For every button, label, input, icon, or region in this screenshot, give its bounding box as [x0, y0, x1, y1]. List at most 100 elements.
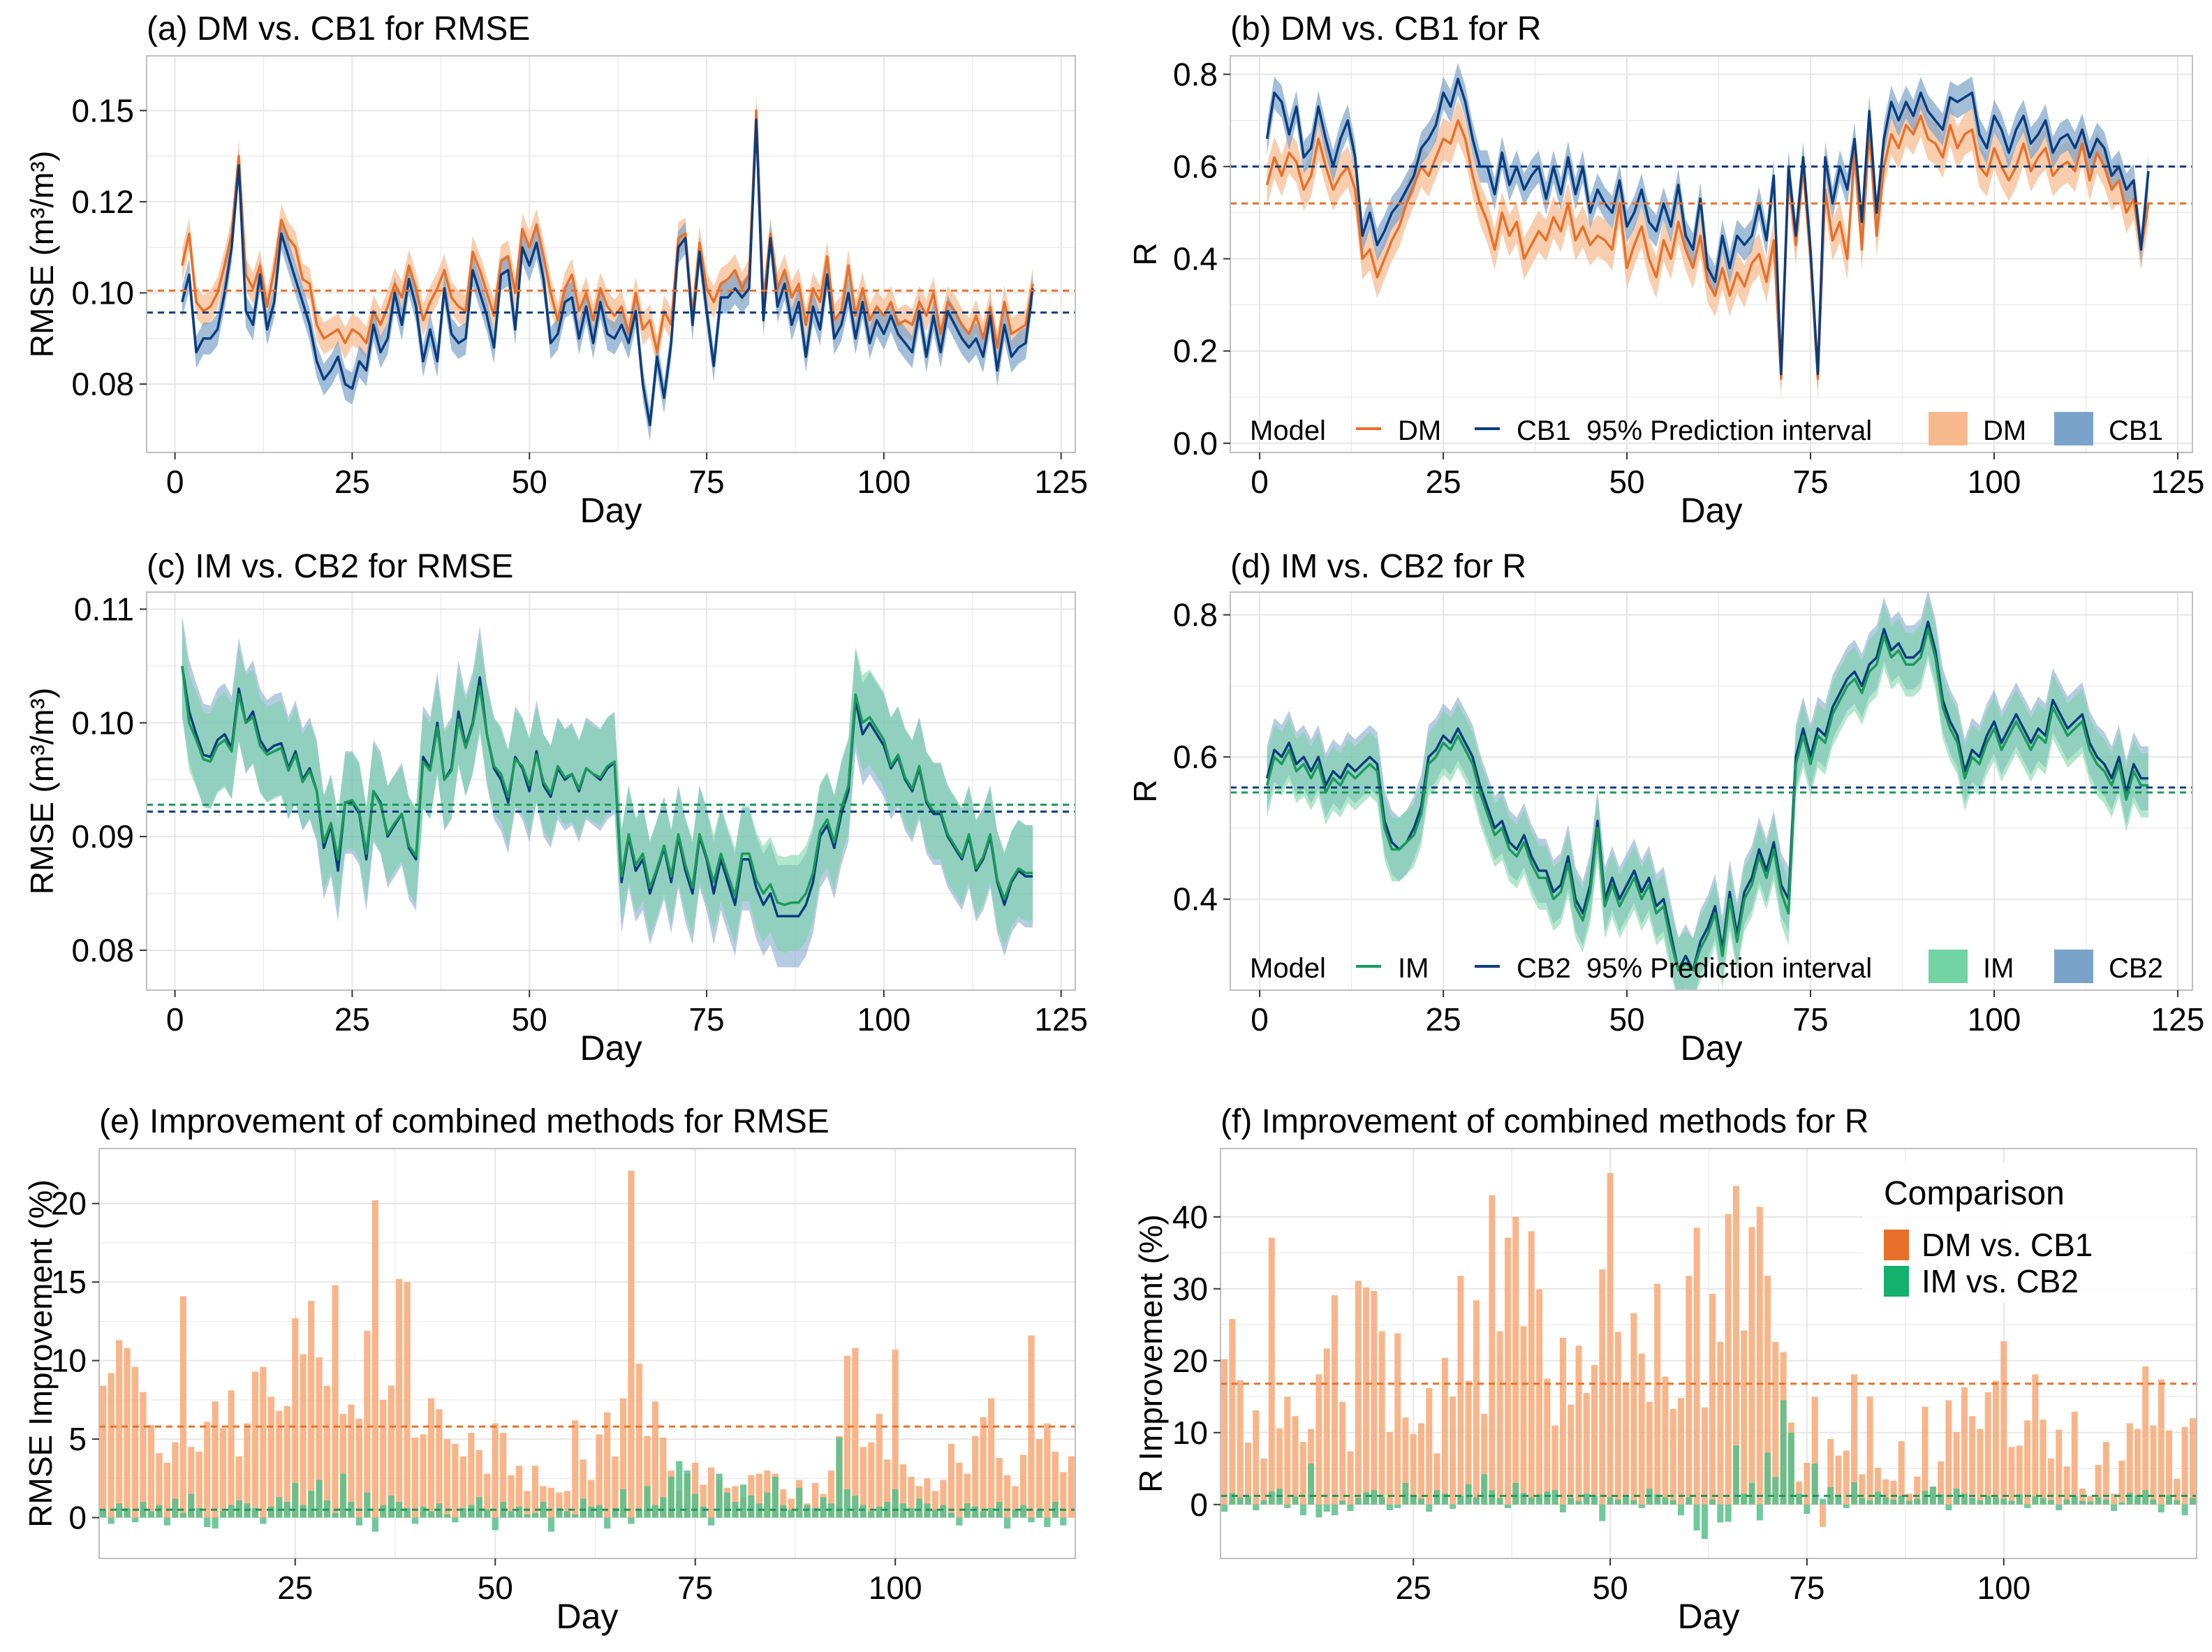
bar-im-vs-cb2	[2032, 1496, 2039, 1505]
bar-im-vs-cb2	[1450, 1504, 1457, 1509]
bar-dm-vs-cb1	[1796, 1481, 1803, 1505]
bar-im-vs-cb2	[1536, 1494, 1543, 1505]
y-tick-label: 0.15	[71, 92, 134, 128]
bar-dm-vs-cb1	[1551, 1425, 1558, 1505]
bar-dm-vs-cb1	[1938, 1461, 1945, 1505]
bar-dm-vs-cb1	[1418, 1423, 1424, 1505]
bar-dm-vs-cb1	[924, 1478, 931, 1518]
bar-dm-vs-cb1	[196, 1452, 202, 1518]
y-tick-label: 0.09	[71, 818, 134, 855]
series-line-cb2	[1265, 620, 2148, 972]
y-tick-label: 0.11	[74, 591, 134, 627]
y-axis-label: RMSE Improvement (%)	[22, 1179, 59, 1527]
bar-im-vs-cb2	[1332, 1504, 1338, 1516]
bar-dm-vs-cb1	[1457, 1276, 1464, 1505]
bar-dm-vs-cb1	[2102, 1442, 2109, 1505]
x-tick-label: 75	[688, 1001, 724, 1038]
bar-dm-vs-cb1	[1323, 1348, 1330, 1505]
bar-im-vs-cb2	[1410, 1496, 1417, 1505]
bar-im-vs-cb2	[1701, 1504, 1708, 1540]
bar-im-vs-cb2	[404, 1508, 411, 1518]
bar-im-vs-cb2	[1938, 1494, 1945, 1505]
bar-dm-vs-cb1	[108, 1373, 115, 1518]
bar-dm-vs-cb1	[931, 1491, 939, 1518]
bar-im-vs-cb2	[1623, 1495, 1630, 1505]
legend-band-label-cb2: CB2	[2109, 953, 2163, 984]
bar-im-vs-cb2	[1284, 1504, 1291, 1508]
bar-dm-vs-cb1	[1820, 1504, 1826, 1527]
bar-dm-vs-cb1	[612, 1456, 619, 1518]
bar-dm-vs-cb1	[1607, 1173, 1614, 1505]
bar-dm-vs-cb1	[1599, 1269, 1606, 1505]
bar-im-vs-cb2	[1260, 1500, 1267, 1505]
bar-dm-vs-cb1	[876, 1414, 883, 1518]
bar-im-vs-cb2	[2174, 1500, 2181, 1505]
bar-dm-vs-cb1	[308, 1301, 315, 1518]
bar-im-vs-cb2	[1780, 1400, 1787, 1505]
bar-dm-vs-cb1	[2126, 1423, 2133, 1505]
x-tick-label: 125	[2151, 464, 2205, 500]
bar-im-vs-cb2	[1441, 1494, 1448, 1505]
bar-im-vs-cb2	[428, 1511, 435, 1518]
bar-im-vs-cb2	[852, 1496, 859, 1518]
bar-dm-vs-cb1	[1984, 1392, 1991, 1505]
bar-dm-vs-cb1	[147, 1424, 155, 1518]
bar-im-vs-cb2	[588, 1506, 595, 1518]
bar-dm-vs-cb1	[1961, 1387, 1968, 1505]
bar-im-vs-cb2	[563, 1511, 570, 1518]
bar-im-vs-cb2	[1993, 1497, 1999, 1505]
bar-im-vs-cb2	[1669, 1500, 1676, 1505]
bar-im-vs-cb2	[484, 1510, 491, 1518]
bar-dm-vs-cb1	[1371, 1290, 1378, 1505]
bar-dm-vs-cb1	[635, 1364, 643, 1518]
bar-dm-vs-cb1	[1481, 1414, 1488, 1505]
bar-im-vs-cb2	[1922, 1491, 1929, 1505]
bar-dm-vs-cb1	[1035, 1439, 1043, 1518]
bar-im-vs-cb2	[1004, 1517, 1011, 1529]
bar-dm-vs-cb1	[1237, 1380, 1244, 1505]
chart-title: (c) IM vs. CB2 for RMSE	[147, 548, 513, 585]
bar-im-vs-cb2	[1717, 1504, 1724, 1523]
bar-dm-vs-cb1	[1544, 1378, 1551, 1505]
bar-dm-vs-cb1	[1568, 1404, 1575, 1505]
bar-im-vs-cb2	[1229, 1493, 1236, 1505]
bar-dm-vs-cb1	[588, 1480, 595, 1518]
bar-dm-vs-cb1	[459, 1456, 466, 1518]
bar-dm-vs-cb1	[2024, 1420, 2031, 1505]
bar-im-vs-cb2	[283, 1502, 290, 1518]
bar-dm-vs-cb1	[2047, 1458, 2054, 1505]
bar-dm-vs-cb1	[1402, 1417, 1409, 1505]
x-tick-label: 50	[512, 1001, 547, 1038]
bar-dm-vs-cb1	[1945, 1400, 1952, 1505]
bar-dm-vs-cb1	[2095, 1465, 2102, 1505]
bar-dm-vs-cb1	[1804, 1463, 1811, 1505]
bar-im-vs-cb2	[132, 1517, 139, 1523]
bar-dm-vs-cb1	[1669, 1408, 1676, 1505]
bar-im-vs-cb2	[475, 1497, 482, 1518]
bar-im-vs-cb2	[1505, 1504, 1511, 1508]
bar-dm-vs-cb1	[276, 1410, 283, 1518]
chart-title: (e) Improvement of combined methods for …	[99, 1103, 830, 1140]
bar-im-vs-cb2	[1890, 1499, 1897, 1505]
bar-im-vs-cb2	[1811, 1463, 1818, 1505]
bar-im-vs-cb2	[531, 1512, 539, 1518]
bar-dm-vs-cb1	[1473, 1300, 1480, 1505]
bar-im-vs-cb2	[660, 1497, 667, 1518]
bar-im-vs-cb2	[1607, 1497, 1614, 1505]
bar-im-vs-cb2	[2008, 1500, 2015, 1505]
bar-dm-vs-cb1	[1906, 1494, 1912, 1505]
x-tick-label: 25	[334, 464, 370, 500]
y-tick-label: 0.10	[71, 705, 134, 741]
bar-dm-vs-cb1	[524, 1491, 531, 1518]
bar-im-vs-cb2	[1945, 1504, 1952, 1510]
bar-im-vs-cb2	[260, 1517, 267, 1524]
x-tick-label: 25	[277, 1570, 313, 1606]
bar-dm-vs-cb1	[1260, 1458, 1267, 1505]
bar-im-vs-cb2	[316, 1480, 323, 1518]
bar-dm-vs-cb1	[1591, 1365, 1598, 1505]
y-axis-label: R Improvement (%)	[1133, 1214, 1169, 1493]
bar-dm-vs-cb1	[1859, 1474, 1866, 1505]
bar-dm-vs-cb1	[1827, 1439, 1834, 1505]
bar-dm-vs-cb1	[988, 1398, 995, 1518]
bar-im-vs-cb2	[635, 1510, 643, 1518]
